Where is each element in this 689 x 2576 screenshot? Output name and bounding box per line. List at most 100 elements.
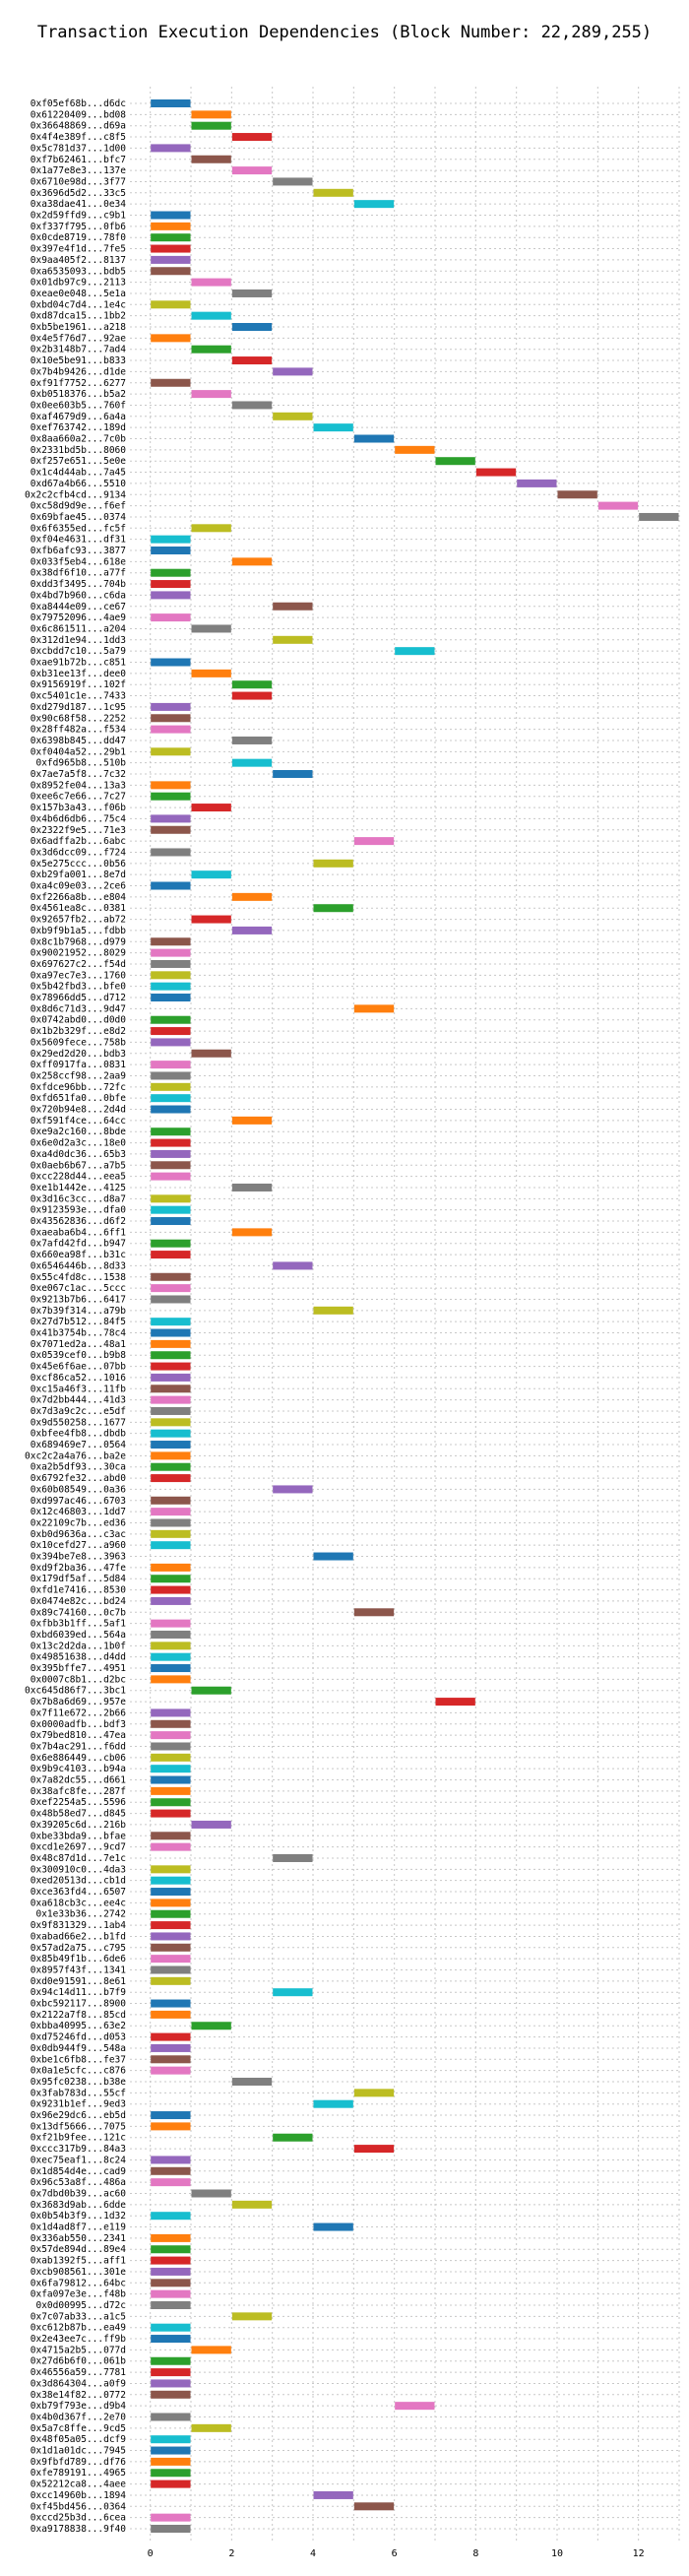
tx-label: 0xfe789191...4965: [31, 2468, 126, 2479]
tx-label: 0x85b49f1b...6de6: [31, 1954, 127, 1964]
tx-bar: [231, 691, 273, 700]
tx-label: 0x3683d9ab...6dde: [31, 2200, 127, 2211]
tx-bar: [151, 1508, 191, 1516]
tx-label: 0xfbb3b1ff...5af1: [31, 1619, 127, 1630]
x-tick-label: 2: [228, 2548, 234, 2559]
tx-bar: [151, 222, 191, 230]
tx-bar: [313, 188, 353, 197]
tx-label: 0x38df6f10...a77f: [31, 568, 126, 579]
tx-bar: [151, 244, 191, 253]
x-tick-label: 4: [310, 2548, 316, 2559]
x-tick-label: 6: [392, 2548, 398, 2559]
tx-label: 0x5b42fbd3...bfe0: [31, 982, 127, 993]
tx-bar: [151, 233, 191, 242]
tx-label: 0x7b4ac291...f6dd: [31, 1741, 126, 1752]
tx-label: 0xd9f2ba36...47fe: [31, 1563, 127, 1574]
tx-label: 0x60b08549...0a36: [31, 1484, 127, 1495]
tx-bar: [151, 1529, 191, 1538]
tx-bar: [151, 2043, 191, 2052]
tx-bar: [151, 535, 191, 544]
tx-bar: [151, 1161, 191, 1170]
tx-bar: [151, 2178, 191, 2187]
tx-bar: [151, 1619, 191, 1628]
tx-label: 0x45e6f6ae...07bb: [31, 1362, 127, 1373]
tx-bar: [435, 457, 475, 466]
tx-bar: [151, 2457, 191, 2466]
tx-label: 0xd0e91591...8e61: [31, 1976, 127, 1987]
tx-label: 0x22109c7b...ed36: [31, 1517, 127, 1528]
tx-bar: [151, 1328, 191, 1337]
tx-bar: [151, 2413, 191, 2421]
tx-bar: [151, 1295, 191, 1304]
tx-bar: [313, 1306, 353, 1315]
tx-label: 0x95fc0238...b38e: [31, 2077, 127, 2088]
tx-bar: [353, 1004, 395, 1013]
tx-label: 0x1d1a01dc...7945: [31, 2446, 126, 2457]
tx-bar: [151, 591, 191, 600]
tx-bar: [151, 948, 191, 957]
tx-bar: [353, 2089, 395, 2097]
tx-bar: [151, 2032, 191, 2041]
tx-label: 0x1e33b36...2742: [35, 1909, 126, 1920]
tx-label: 0xf257e651...5e0e: [31, 456, 127, 467]
tx-bar: [151, 2469, 191, 2478]
tx-bar: [273, 1485, 313, 1494]
tx-bar: [151, 2279, 191, 2287]
tx-bar: [231, 758, 273, 767]
tx-bar: [231, 680, 273, 689]
tx-label: 0xc15a46f3...11fb: [31, 1384, 127, 1394]
tx-label: 0xf05ef68b...d6dc: [31, 98, 126, 109]
tx-bar: [395, 2402, 435, 2411]
x-tick-label: 12: [633, 2548, 645, 2559]
tx-bar: [151, 1441, 191, 1449]
tx-label: 0xe067c1ac...5ccc: [31, 1283, 126, 1294]
tx-label: 0xa4c09e03...2ce6: [31, 881, 127, 892]
tx-label: 0x28ff482a...f534: [31, 725, 127, 736]
tx-bar: [151, 2335, 191, 2344]
tx-label: 0xff0917fa...0831: [31, 1060, 127, 1070]
tx-label: 0x4e5f76d7...92ae: [31, 333, 127, 344]
tx-bar: [353, 837, 395, 846]
tx-label: 0x5c781d37...1d00: [31, 143, 127, 154]
tx-label: 0xcbdd7c10...5a79: [31, 646, 127, 657]
x-tick-labels: 0 2 4 6 8 10 12: [148, 2548, 645, 2559]
tx-bar: [273, 2133, 313, 2142]
tx-bar: [313, 2099, 353, 2108]
tx-label: 0xc2c2a4a76...ba2e: [25, 1450, 126, 1461]
tx-label: 0xf04e4631...df31: [31, 535, 127, 546]
tx-label: 0xdd3f3495...704b: [31, 579, 127, 590]
tx-label: 0x7afd42fd...b947: [31, 1239, 126, 1250]
tx-label: 0xa97ec7e3...1760: [31, 970, 127, 981]
tx-bar: [273, 1261, 313, 1270]
tx-label: 0x1b2b329f...e8d2: [31, 1026, 126, 1037]
tx-bar: [151, 547, 191, 555]
tx-label: 0x8952fe04...13a3: [31, 780, 126, 791]
tx-label: 0x13c2d2da...1b0f: [31, 1641, 126, 1651]
tx-bar: [231, 557, 273, 566]
tx-bar: [151, 971, 191, 980]
tx-bar: [151, 2446, 191, 2455]
tx-label: 0x9213b7b6...6417: [31, 1294, 126, 1305]
tx-bar: [191, 110, 231, 119]
tx-label: 0xaeaba6b4...6ff1: [31, 1227, 127, 1238]
tx-bar: [151, 1127, 191, 1136]
tx-label: 0xef2254a5...5596: [31, 1797, 127, 1808]
tx-bar: [151, 1765, 191, 1773]
tx-label: 0x6f6355ed...fc5f: [31, 523, 126, 534]
tx-label: 0xabad66e2...b1fd: [31, 1931, 126, 1942]
tx-label: 0xf21b9fee...121c: [31, 2133, 126, 2144]
tx-label: 0x43562836...d6f2: [31, 1216, 126, 1227]
tx-bar: [151, 2289, 191, 2298]
tx-bar: [151, 2010, 191, 2019]
tx-label: 0x90c68f58...2252: [31, 713, 126, 724]
tx-bar: [151, 792, 191, 801]
tx-label: 0x0742abd0...d0d0: [31, 1015, 127, 1026]
tx-bar: [151, 1038, 191, 1047]
tx-label: 0x39205c6d...216b: [31, 1820, 127, 1831]
tx-label: 0xec75eaf1...8c24: [31, 2155, 127, 2165]
tx-label: 0xb79f793e...d9b4: [31, 2401, 127, 2412]
tx-bar: [151, 1272, 191, 1281]
tx-bar: [151, 1832, 191, 1840]
tx-bar: [151, 2356, 191, 2365]
tx-label: 0xb9f9b1a5...fdbb: [31, 926, 127, 936]
